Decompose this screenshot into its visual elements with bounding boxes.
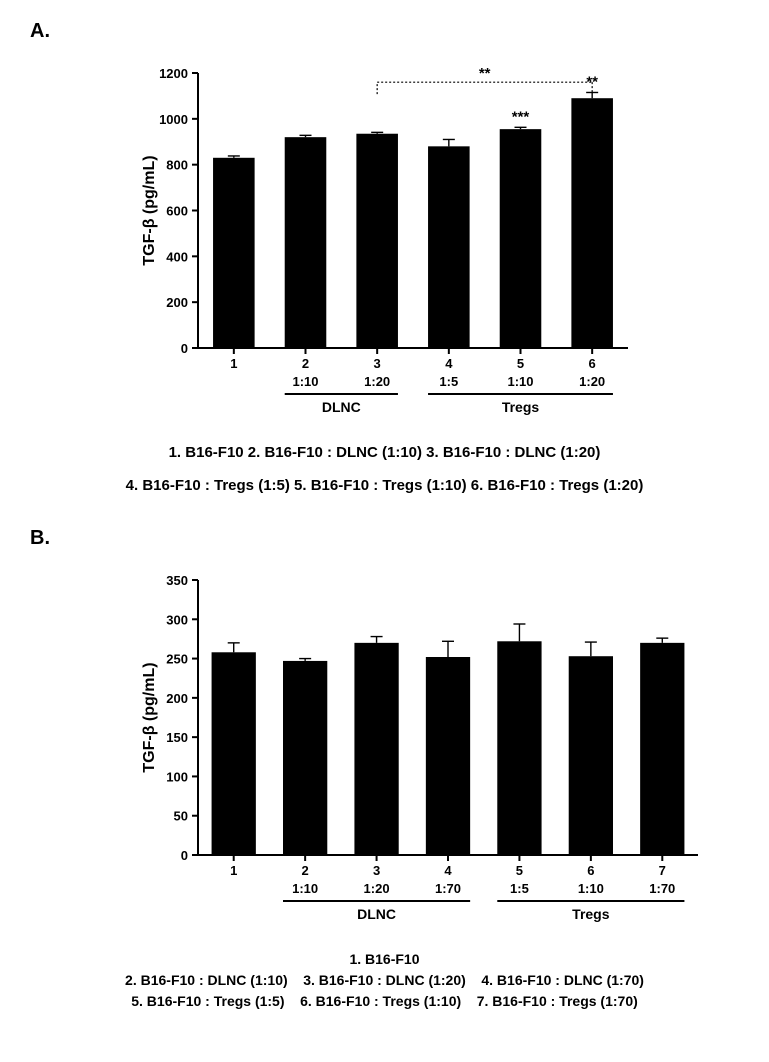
svg-text:1:10: 1:10: [292, 881, 318, 896]
chart-a-caption: 1. B16-F10 2. B16-F10 : DLNC (1:10) 3. B…: [30, 442, 739, 497]
svg-text:**: **: [479, 65, 491, 82]
svg-text:600: 600: [166, 204, 188, 219]
svg-text:DLNC: DLNC: [357, 906, 396, 922]
svg-text:0: 0: [181, 341, 188, 356]
svg-text:2: 2: [302, 863, 309, 878]
cap-b-c2r0: 4. B16-F10 : DLNC (1:70): [481, 972, 644, 988]
svg-text:200: 200: [166, 295, 188, 310]
svg-text:300: 300: [166, 612, 188, 627]
cap-b-c1r1: 6. B16-F10 : Tregs (1:10): [300, 993, 461, 1009]
svg-text:5: 5: [516, 863, 523, 878]
svg-text:1:20: 1:20: [579, 374, 605, 389]
svg-text:Tregs: Tregs: [572, 906, 610, 922]
svg-text:1:20: 1:20: [364, 881, 390, 896]
caption-a-line1: 1. B16-F10 2. B16-F10 : DLNC (1:10) 3. B…: [30, 442, 739, 465]
cap-b-c0r1: 5. B16-F10 : Tregs (1:5): [131, 993, 284, 1009]
svg-text:350: 350: [166, 573, 188, 588]
svg-text:6: 6: [587, 863, 594, 878]
chart-a: 0 200 400 600 800 1000 1200 TGF-β (pg/mL) 1 2 1:10…: [140, 53, 638, 428]
svg-text:1: 1: [230, 863, 237, 878]
caption-b-center: 1. B16-F10: [30, 949, 739, 970]
svg-text:1:70: 1:70: [435, 881, 461, 896]
svg-text:1:10: 1:10: [507, 374, 533, 389]
svg-text:1200: 1200: [159, 66, 188, 81]
svg-text:3: 3: [373, 863, 380, 878]
caption-b-row2: 5. B16-F10 : Tregs (1:5) 6. B16-F10 : Tr…: [30, 991, 739, 1012]
svg-text:0: 0: [181, 848, 188, 863]
svg-text:4: 4: [444, 863, 452, 878]
svg-text:1:70: 1:70: [649, 881, 675, 896]
chart-b-wrap: 0 50 100 150 200 250 300 350 TGF-β (pg/mL) 1 2 1:10…: [140, 560, 739, 935]
panel-b-label: B.: [30, 527, 739, 550]
svg-text:100: 100: [166, 769, 188, 784]
chart-b: 0 50 100 150 200 250 300 350 TGF-β (pg/mL) 1 2 1:10…: [140, 560, 708, 935]
svg-text:1:20: 1:20: [364, 374, 390, 389]
svg-text:4: 4: [445, 356, 453, 371]
svg-text:1:10: 1:10: [292, 374, 318, 389]
chart-a-wrap: 0 200 400 600 800 1000 1200 TGF-β (pg/mL) 1 2 1:10…: [140, 53, 739, 428]
svg-text:1:10: 1:10: [578, 881, 604, 896]
svg-text:50: 50: [174, 809, 188, 824]
svg-text:Tregs: Tregs: [502, 399, 540, 415]
svg-text:TGF-β (pg/mL): TGF-β (pg/mL): [141, 662, 158, 772]
svg-text:5: 5: [517, 356, 524, 371]
cap-b-c1r0: 3. B16-F10 : DLNC (1:20): [303, 972, 466, 988]
svg-text:3: 3: [374, 356, 381, 371]
svg-text:1:5: 1:5: [439, 374, 458, 389]
chart-b-caption: 1. B16-F10 2. B16-F10 : DLNC (1:10) 3. B…: [30, 949, 739, 1012]
svg-text:DLNC: DLNC: [322, 399, 361, 415]
svg-text:250: 250: [166, 652, 188, 667]
svg-text:150: 150: [166, 730, 188, 745]
svg-text:1000: 1000: [159, 112, 188, 127]
svg-text:400: 400: [166, 249, 188, 264]
svg-text:200: 200: [166, 691, 188, 706]
cap-b-c0r0: 2. B16-F10 : DLNC (1:10): [125, 972, 288, 988]
cap-b-c2r1: 7. B16-F10 : Tregs (1:70): [477, 993, 638, 1009]
svg-text:7: 7: [659, 863, 666, 878]
svg-text:2: 2: [302, 356, 309, 371]
caption-a-line2: 4. B16-F10 : Tregs (1:5) 5. B16-F10 : Tr…: [30, 475, 739, 498]
svg-text:1: 1: [230, 356, 237, 371]
svg-text:6: 6: [589, 356, 596, 371]
svg-text:***: ***: [512, 108, 530, 125]
svg-text:TGF-β (pg/mL): TGF-β (pg/mL): [141, 155, 158, 265]
svg-text:800: 800: [166, 158, 188, 173]
caption-b-row1: 2. B16-F10 : DLNC (1:10) 3. B16-F10 : DL…: [30, 970, 739, 991]
panel-a-label: A.: [30, 20, 739, 43]
svg-text:1:5: 1:5: [510, 881, 529, 896]
